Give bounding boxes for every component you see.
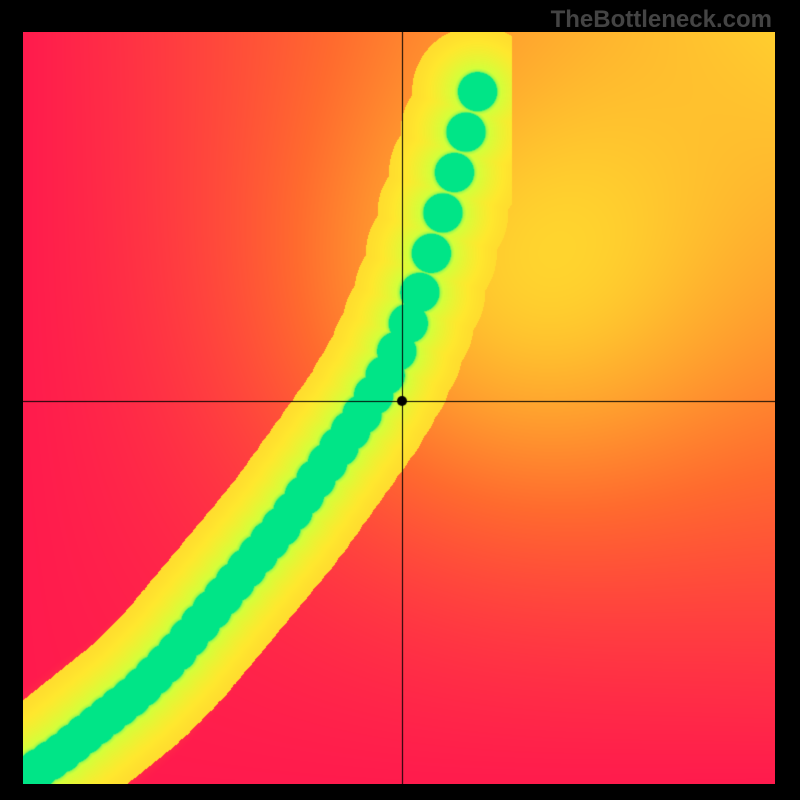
watermark-text: TheBottleneck.com bbox=[551, 6, 772, 34]
heatmap-canvas bbox=[23, 32, 775, 784]
chart-container: TheBottleneck.com bbox=[0, 0, 800, 800]
heatmap-plot bbox=[23, 32, 775, 784]
